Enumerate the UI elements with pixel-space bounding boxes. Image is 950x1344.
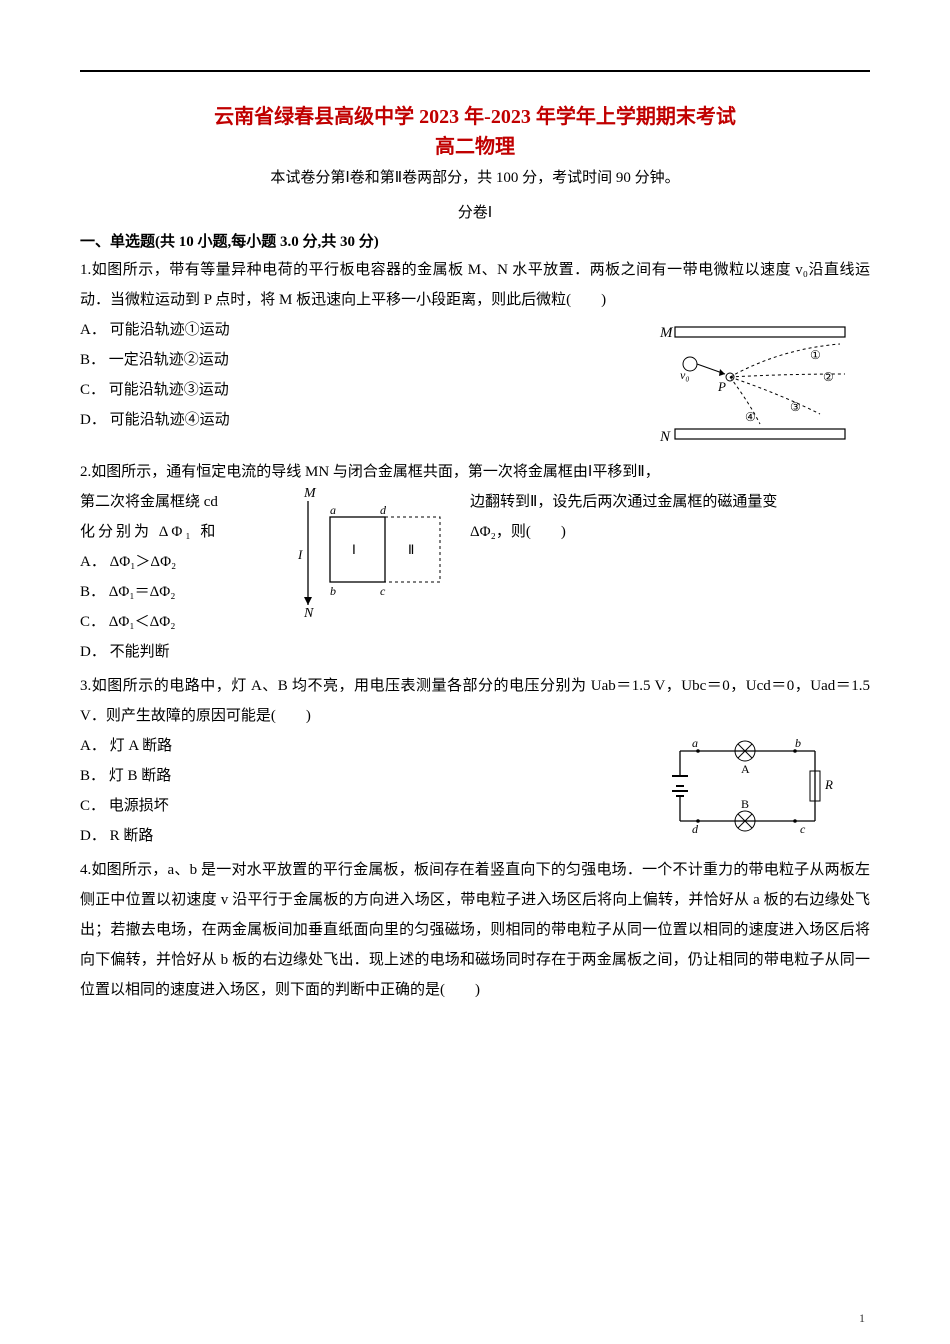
q2-stem-c1: 化分别为 ΔΦ₁ 和 <box>80 517 280 547</box>
svg-text:c: c <box>800 822 806 836</box>
svg-text:A: A <box>741 762 750 776</box>
subpaper-label: 分卷Ⅰ <box>80 201 870 222</box>
exam-instruction: 本试卷分第Ⅰ卷和第Ⅱ卷两部分，共 100 分，考试时间 90 分钟。 <box>80 166 870 187</box>
q3-figure: A B R a b c d <box>650 731 840 841</box>
q2-opt-c: C． ΔΦ₁＜ΔΦ₂ <box>80 607 280 637</box>
q3-options-block: A B R a b c d A． 灯 A 断路 B． 灯 B 断路 C． 电源损… <box>80 731 870 851</box>
q2-figure: M I N a d b c Ⅰ Ⅱ <box>290 487 460 617</box>
exam-title-line2: 高二物理 <box>80 132 870 162</box>
exam-page: 云南省绿春县高级中学 2023 年-2023 年学年上学期期末考试 高二物理 本… <box>0 0 950 1344</box>
svg-text:R: R <box>824 777 833 792</box>
svg-text:Ⅱ: Ⅱ <box>408 542 414 557</box>
svg-text:b: b <box>330 584 336 598</box>
svg-text:②: ② <box>823 370 834 384</box>
section-1-heading: 一、单选题(共 10 小题,每小题 3.0 分,共 30 分) <box>80 230 870 251</box>
svg-text:I: I <box>297 547 303 562</box>
q2-body: 第二次将金属框绕 cd 化分别为 ΔΦ₁ 和 A． ΔΦ₁＞ΔΦ₂ B． ΔΦ₁… <box>80 487 870 667</box>
svg-text:①: ① <box>810 348 821 362</box>
page-number: 1 <box>859 1311 865 1326</box>
q2-opt-b: B． ΔΦ₁＝ΔΦ₂ <box>80 577 280 607</box>
top-rule <box>80 70 870 72</box>
q2-opt-d: D． 不能判断 <box>80 637 870 667</box>
svg-text:④: ④ <box>745 410 756 424</box>
svg-text:a: a <box>330 503 336 517</box>
q1-stem: 1.如图所示，带有等量异种电荷的平行板电容器的金属板 M、N 水平放置．两板之间… <box>80 255 870 315</box>
q2-stem-a: 2.如图所示，通有恒定电流的导线 MN 与闭合金属框共面，第一次将金属框由Ⅰ平移… <box>80 457 870 487</box>
svg-text:M: M <box>303 487 317 501</box>
q1-figure: M N v₀ P ① ② ③ ④ <box>650 319 860 449</box>
q4-stem: 4.如图所示，a、b 是一对水平放置的平行金属板，板间存在着竖直向下的匀强电场．… <box>80 855 870 1005</box>
svg-text:N: N <box>659 429 671 445</box>
q2-stem-b2: 边翻转到Ⅱ，设先后两次通过金属框的磁通量变 <box>470 487 870 517</box>
svg-text:B: B <box>741 797 749 811</box>
svg-text:d: d <box>380 503 387 517</box>
svg-text:M: M <box>659 325 674 341</box>
svg-text:b: b <box>795 736 801 750</box>
q2-stem-c2: ΔΦ₂，则( ) <box>470 517 870 547</box>
svg-text:c: c <box>380 584 386 598</box>
q2-stem-b1: 第二次将金属框绕 cd <box>80 487 280 517</box>
q1-options-block: M N v₀ P ① ② ③ ④ A． 可能沿轨迹①运动 B． 一定沿轨迹②运动 <box>80 315 870 453</box>
svg-text:a: a <box>692 736 698 750</box>
svg-text:v₀: v₀ <box>680 368 690 382</box>
svg-text:③: ③ <box>790 400 801 414</box>
q3-stem: 3.如图所示的电路中，灯 A、B 均不亮，用电压表测量各部分的电压分别为 Uab… <box>80 671 870 731</box>
exam-title-line1: 云南省绿春县高级中学 2023 年-2023 年学年上学期期末考试 <box>80 102 870 132</box>
svg-text:d: d <box>692 822 699 836</box>
svg-text:N: N <box>303 606 314 617</box>
svg-text:P: P <box>717 379 726 394</box>
q2-opt-a: A． ΔΦ₁＞ΔΦ₂ <box>80 547 280 577</box>
svg-text:Ⅰ: Ⅰ <box>352 542 356 557</box>
